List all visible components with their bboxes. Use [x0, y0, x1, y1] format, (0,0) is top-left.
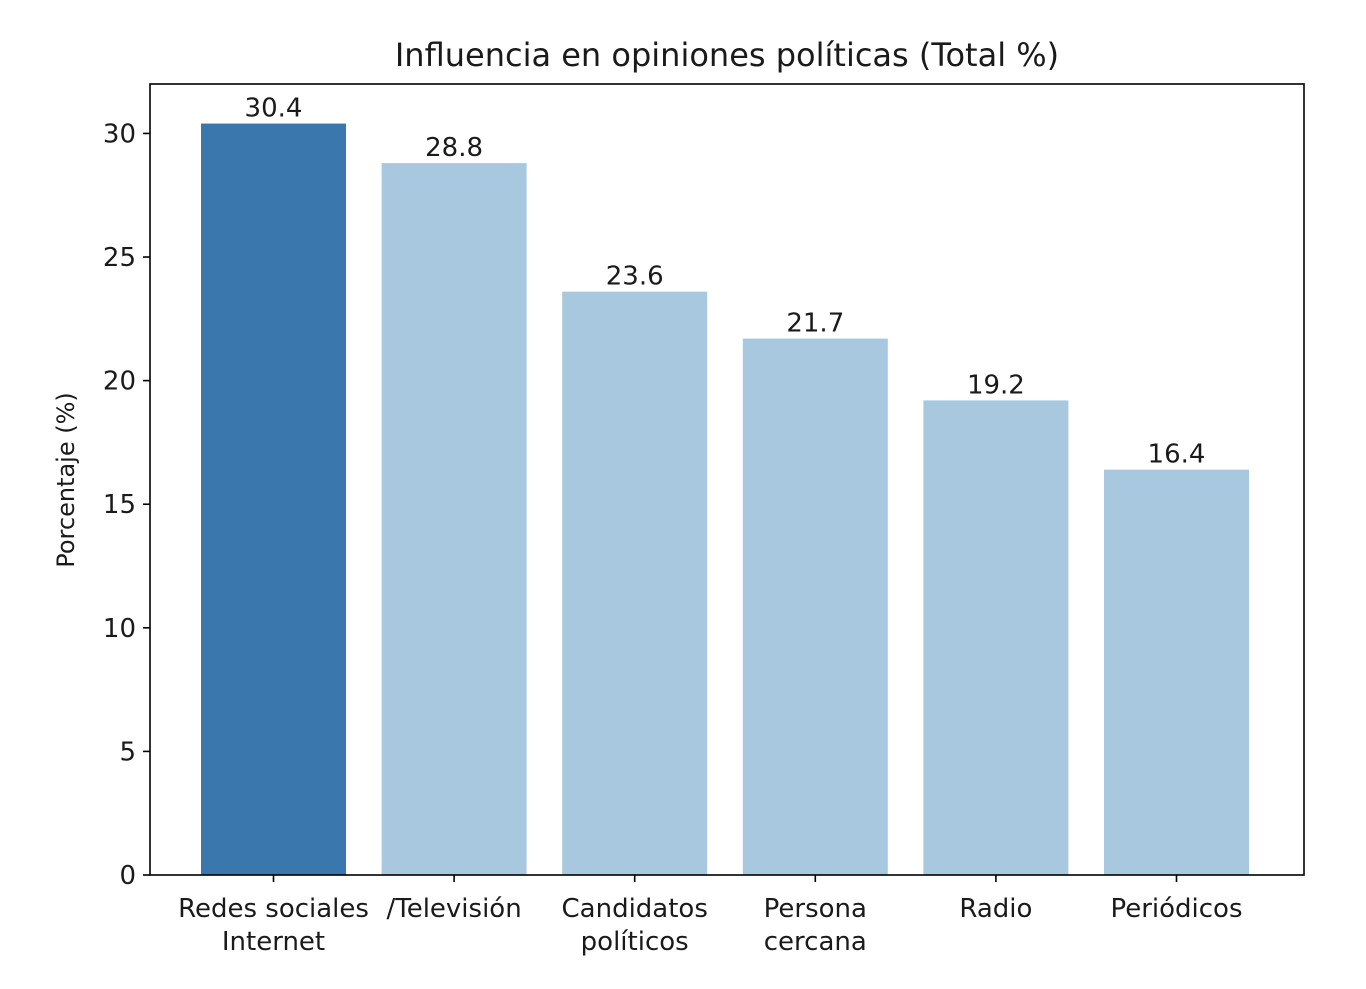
x-tick-label: políticos — [581, 927, 689, 957]
bars-group — [201, 123, 1249, 876]
x-tick-label: Redes sociales — [178, 894, 369, 924]
y-tick-label: 30 — [103, 119, 136, 149]
bar — [381, 163, 527, 876]
bar — [742, 338, 888, 875]
y-tick-label: 10 — [103, 614, 136, 644]
data-label: 23.6 — [606, 262, 664, 292]
y-tick-label: 0 — [119, 861, 136, 891]
data-label: 30.4 — [245, 94, 303, 124]
data-label: 16.4 — [1148, 440, 1206, 470]
bar — [562, 291, 708, 875]
y-tick-label: 15 — [103, 490, 136, 520]
y-tick-label: 25 — [103, 243, 136, 273]
x-tick-label: /Televisión — [386, 894, 521, 924]
data-label: 28.8 — [425, 133, 483, 163]
y-axis-label: Porcentaje (%) — [52, 392, 80, 568]
data-label: 19.2 — [967, 370, 1025, 400]
y-tick-label: 20 — [103, 367, 136, 397]
x-tick-label: Radio — [959, 894, 1032, 924]
x-tick-label: Internet — [222, 927, 325, 957]
x-tick-label: cercana — [764, 927, 867, 957]
bar — [1104, 469, 1249, 875]
x-tick-label: Candidatos — [562, 894, 708, 924]
data-label: 21.7 — [786, 309, 844, 339]
plot-frame — [149, 83, 1305, 876]
x-tick-label: Periódicos — [1110, 894, 1242, 924]
bar — [923, 400, 1069, 875]
y-tick-label: 5 — [119, 737, 136, 767]
y-axis: 0 5 10 15 20 25 30 — [103, 119, 150, 891]
x-tick-label: Persona — [764, 894, 867, 924]
chart-title: Influencia en opiniones políticas (Total… — [395, 36, 1059, 74]
data-labels-group: 30.4 28.8 23.6 21.7 19.2 16.4 — [245, 94, 1206, 470]
bar — [201, 123, 346, 876]
